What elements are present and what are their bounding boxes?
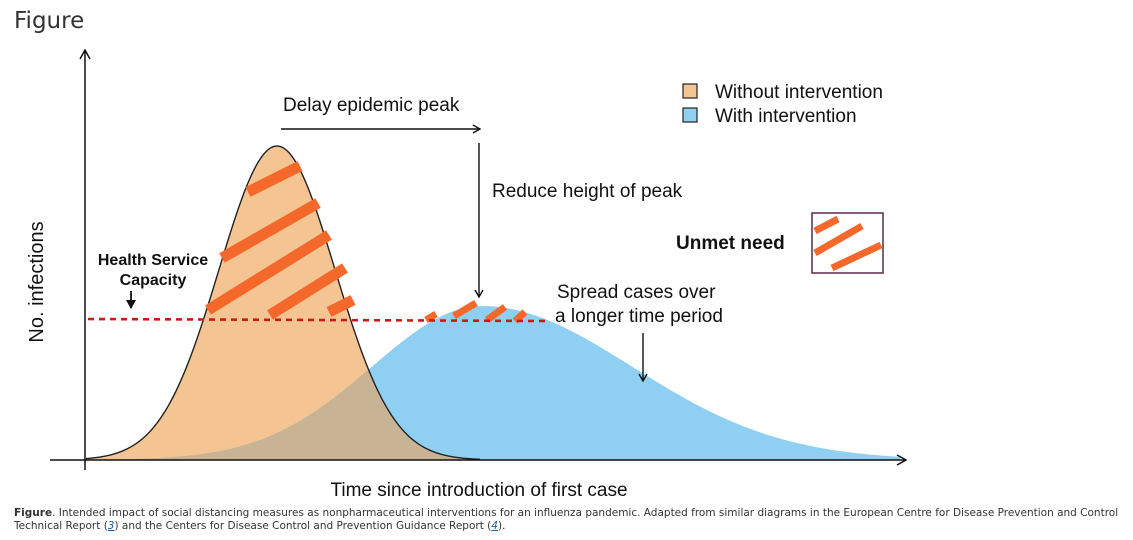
- reduce-height-label: Reduce height of peak: [492, 181, 683, 202]
- with-intervention-curve: [86, 306, 900, 460]
- legend-swatch-without: [682, 83, 698, 99]
- caption-text-3: ).: [497, 520, 506, 532]
- unmet-need-hatch-flat-peak: [424, 299, 528, 324]
- spread-cases-label-line1: Spread cases over: [557, 282, 716, 303]
- reference-link-3[interactable]: 3: [107, 520, 115, 532]
- x-axis-label: Time since introduction of first case: [330, 480, 627, 501]
- y-axis-label: No. infections: [26, 221, 48, 342]
- without-intervention-outline: [85, 145, 481, 461]
- legend-label-without: Without intervention: [715, 82, 883, 103]
- legend-label-with: With intervention: [715, 106, 857, 127]
- caption-bold-label: Figure: [14, 507, 53, 519]
- delay-peak-label: Delay epidemic peak: [283, 95, 460, 116]
- caption-text-1: . Intended impact of social distancing m…: [14, 507, 1119, 532]
- caption-text-2: ) and the Centers for Disease Control an…: [114, 520, 492, 532]
- unmet-need-label: Unmet need: [676, 233, 785, 254]
- reference-link-4[interactable]: 4: [491, 520, 498, 532]
- legend-swatch-with: [682, 107, 698, 123]
- spread-cases-label-line2: a longer time period: [555, 306, 723, 327]
- health-service-label-line1: Health Service: [98, 252, 208, 269]
- unmet-need-box-hatch: [813, 215, 883, 272]
- unmet-need-hatch-tall-peak: [205, 161, 356, 320]
- health-service-label-line2: Capacity: [120, 272, 187, 289]
- legend: Without intervention With intervention: [682, 82, 883, 127]
- figure-caption: Figure. Intended impact of social distan…: [14, 507, 1119, 533]
- curve-overlap-area: [86, 369, 480, 460]
- page-title: Figure: [14, 8, 85, 34]
